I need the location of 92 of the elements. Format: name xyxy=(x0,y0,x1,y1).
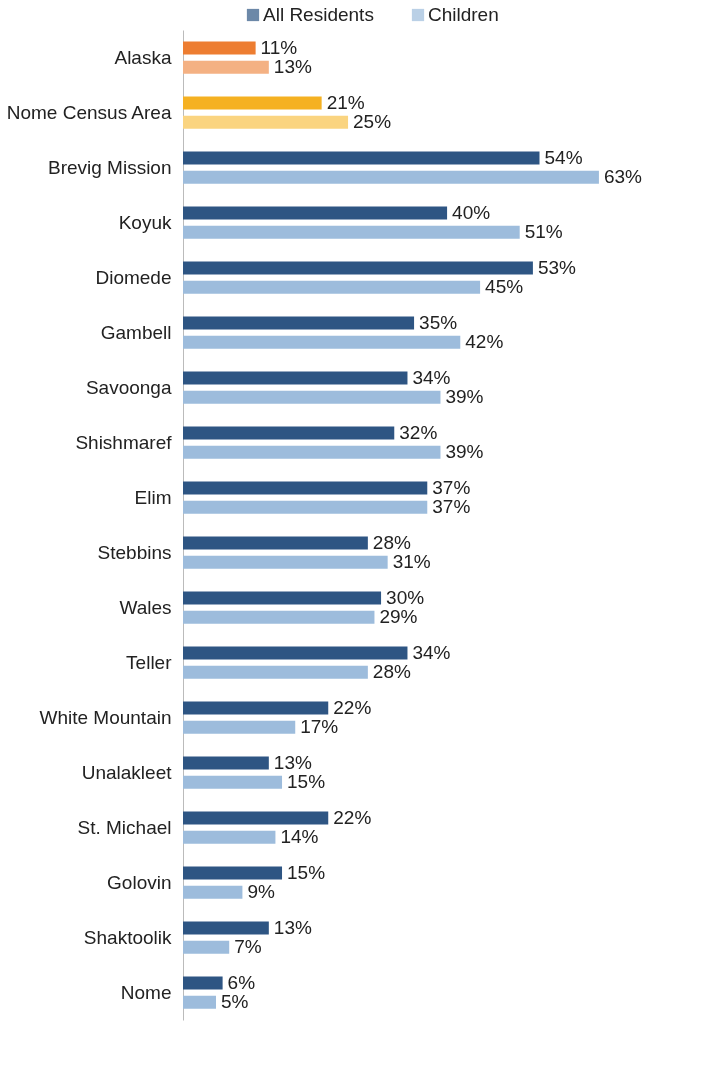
data-label: 45% xyxy=(485,276,524,298)
bar xyxy=(183,995,217,1009)
y-tick-label: Shishmaref xyxy=(75,431,173,453)
data-label: 9% xyxy=(247,881,275,903)
bar xyxy=(183,610,375,624)
bar xyxy=(183,720,296,734)
bar xyxy=(183,830,276,844)
bar xyxy=(183,481,428,495)
y-tick-label: Brevig Mission xyxy=(47,156,172,178)
bar xyxy=(183,500,428,514)
bar xyxy=(183,96,322,110)
data-label: 11% xyxy=(260,36,298,58)
data-label: 22% xyxy=(333,696,372,718)
bar xyxy=(183,41,256,55)
data-label: 37% xyxy=(432,496,471,518)
data-label: 30% xyxy=(386,586,425,608)
data-label: 40% xyxy=(452,201,491,223)
bar xyxy=(183,665,368,679)
bar xyxy=(183,390,441,404)
bar xyxy=(183,811,329,825)
data-label: 7% xyxy=(234,936,262,958)
data-label: 25% xyxy=(353,111,392,133)
data-label: 35% xyxy=(419,311,458,333)
bar xyxy=(183,591,382,605)
data-label: 5% xyxy=(221,991,249,1013)
bar xyxy=(183,115,349,129)
data-label: 39% xyxy=(445,441,484,463)
y-tick-label: Koyuk xyxy=(118,211,172,233)
bar xyxy=(183,921,269,935)
bar xyxy=(183,316,415,330)
data-label: 13% xyxy=(273,751,312,773)
bar xyxy=(183,206,448,220)
data-label: 17% xyxy=(300,716,339,738)
y-tick-label: Wales xyxy=(119,596,172,618)
data-label: 63% xyxy=(603,166,643,188)
data-label: 15% xyxy=(287,861,326,883)
bar xyxy=(183,756,269,770)
y-tick-label: Stebbins xyxy=(97,541,172,563)
bar xyxy=(183,646,408,660)
data-label: 51% xyxy=(524,221,563,243)
legend-label: All Residents xyxy=(263,4,374,25)
data-label: 42% xyxy=(465,331,504,353)
bar xyxy=(183,976,223,990)
data-label: 34% xyxy=(412,366,451,388)
data-label: 28% xyxy=(372,531,411,553)
bar xyxy=(183,335,461,349)
bar xyxy=(183,555,388,569)
bar xyxy=(183,280,481,294)
y-tick-label: Teller xyxy=(126,651,173,673)
bar xyxy=(183,225,520,239)
bar xyxy=(183,885,243,899)
data-label: 29% xyxy=(379,606,418,628)
data-label: 32% xyxy=(399,421,438,443)
y-tick-label: Unalakleet xyxy=(81,761,173,783)
data-label: 6% xyxy=(227,971,256,993)
data-label: 15% xyxy=(287,771,326,793)
y-tick-label: Elim xyxy=(134,486,172,508)
data-label: 14% xyxy=(280,826,319,848)
y-tick-label: Shaktoolik xyxy=(83,926,172,948)
data-label: 13% xyxy=(273,56,312,78)
data-label: 39% xyxy=(445,386,484,408)
data-label: 21% xyxy=(326,91,365,113)
y-tick-label: Nome xyxy=(120,981,172,1003)
bar xyxy=(183,866,283,880)
data-label: 37% xyxy=(432,476,471,498)
y-tick-label: Alaska xyxy=(114,46,172,68)
data-label: 22% xyxy=(333,806,372,828)
data-label: 31% xyxy=(392,551,431,573)
bar xyxy=(183,445,441,459)
data-label: 53% xyxy=(537,256,577,278)
legend-label: Children xyxy=(428,4,499,25)
bar xyxy=(183,426,395,440)
y-tick-label: Nome Census Area xyxy=(6,101,172,123)
bar xyxy=(183,536,368,550)
y-tick-label: White Mountain xyxy=(39,706,172,728)
y-tick-label: Golovin xyxy=(107,871,172,893)
bar xyxy=(183,775,283,789)
data-label: 34% xyxy=(412,641,451,663)
data-label: 13% xyxy=(273,916,312,938)
bar xyxy=(183,371,408,385)
bar xyxy=(183,261,533,275)
data-label: 28% xyxy=(372,661,411,683)
bar xyxy=(183,170,599,184)
y-tick-label: Savoonga xyxy=(85,376,172,398)
bar xyxy=(183,151,540,165)
bar xyxy=(183,701,329,715)
bar xyxy=(183,940,230,954)
y-tick-label: Gambell xyxy=(100,321,172,343)
y-tick-label: St. Michael xyxy=(77,816,172,838)
y-tick-label: Diomede xyxy=(95,266,172,288)
bar xyxy=(183,60,269,74)
data-label: 54% xyxy=(544,146,583,168)
